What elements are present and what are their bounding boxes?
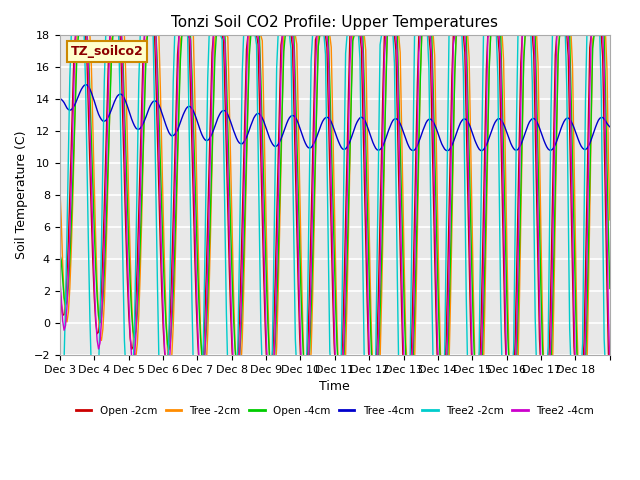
Y-axis label: Soil Temperature (C): Soil Temperature (C) [15,131,28,259]
Text: TZ_soilco2: TZ_soilco2 [71,45,143,58]
Legend: Open -2cm, Tree -2cm, Open -4cm, Tree -4cm, Tree2 -2cm, Tree2 -4cm: Open -2cm, Tree -2cm, Open -4cm, Tree -4… [72,402,598,420]
Title: Tonzi Soil CO2 Profile: Upper Temperatures: Tonzi Soil CO2 Profile: Upper Temperatur… [172,15,499,30]
X-axis label: Time: Time [319,380,350,393]
